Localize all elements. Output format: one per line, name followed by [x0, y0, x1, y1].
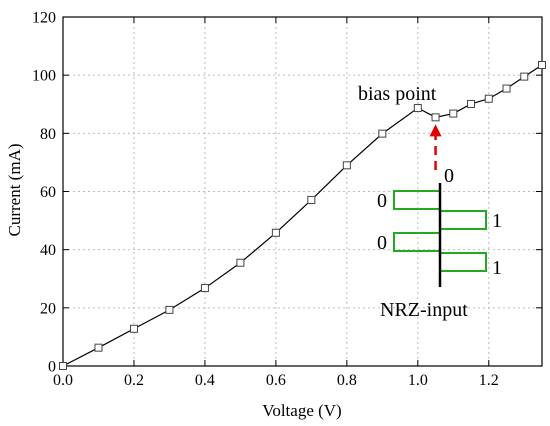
x-tick-label: 0.8 [337, 372, 357, 389]
nrz-pulse-0-b [393, 232, 441, 252]
data-point [59, 362, 67, 370]
data-point [431, 113, 440, 122]
y-axis-title: Current (mA) [5, 143, 24, 236]
data-point [342, 161, 351, 170]
nrz-bit-label: 1 [492, 257, 502, 279]
data-point [271, 228, 280, 237]
data-point [449, 109, 458, 118]
data-series [59, 60, 546, 370]
x-axis-title: Voltage (V) [262, 401, 341, 420]
x-tick-label: 0.2 [124, 372, 144, 389]
x-tick-label: 0.0 [53, 372, 73, 389]
data-point [467, 99, 476, 108]
data-point [484, 94, 493, 103]
y-tick-label: 60 [40, 184, 56, 201]
data-point [520, 72, 529, 81]
data-point [129, 324, 138, 333]
y-tick-label: 0 [48, 359, 56, 376]
nrz-bit-label: 0 [377, 232, 387, 254]
y-tick-label: 120 [32, 10, 56, 27]
data-point [200, 284, 209, 293]
x-tick-label: 1.2 [479, 372, 499, 389]
data-point [378, 129, 387, 138]
nrz-bit-label: 0 [444, 165, 454, 187]
y-tick-label: 40 [40, 242, 56, 259]
data-point [236, 258, 245, 267]
data-point [94, 343, 103, 352]
nrz-input-label: NRZ-input [380, 299, 468, 321]
y-tick-label: 100 [32, 68, 56, 85]
data-point [502, 84, 511, 93]
bias-arrow-head [429, 124, 442, 137]
data-point [538, 60, 546, 69]
data-point [413, 104, 422, 113]
nrz-pulse-0-a [393, 190, 441, 210]
data-point [307, 195, 316, 204]
nrz-bit-label: 1 [492, 210, 502, 232]
nrz-bit-label: 0 [377, 190, 387, 212]
data-point [165, 305, 174, 314]
annotations: 0 0 1 0 1 [377, 124, 502, 287]
x-tick-label: 1.0 [408, 372, 428, 389]
nrz-pulse-1-a [439, 210, 487, 230]
x-tick-label: 0.6 [266, 372, 286, 389]
nrz-pulse-1-b [439, 252, 487, 272]
bias-point-label: bias point [358, 83, 437, 105]
y-tick-label: 80 [40, 126, 56, 143]
grid-lines [63, 17, 542, 366]
series-line [62, 64, 543, 367]
y-tick-label: 20 [40, 300, 56, 317]
x-tick-label: 0.4 [195, 372, 215, 389]
